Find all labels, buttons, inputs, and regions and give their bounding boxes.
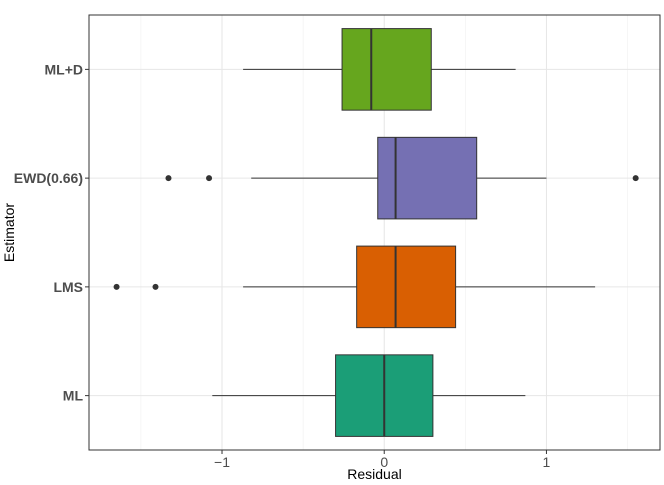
y-tick-label: LMS: [53, 279, 83, 295]
y-tick-label: ML: [63, 388, 84, 404]
box-series: [113, 28, 639, 437]
x-tick-label: 1: [543, 454, 551, 470]
box-lms: [113, 245, 596, 329]
box-iqr: [341, 28, 432, 111]
plot-border: [88, 14, 661, 451]
x-tick-label: −1: [214, 454, 230, 470]
box-iqr: [356, 245, 457, 329]
box-ml-d: [243, 28, 516, 111]
outlier-point: [206, 175, 213, 182]
y-axis-title: Estimator: [1, 203, 17, 262]
box-ewd-0-66-: [165, 136, 639, 220]
outlier-point: [152, 283, 159, 290]
outlier-point: [113, 283, 120, 290]
box-ml: [212, 354, 526, 437]
y-tick-label: EWD(0.66): [14, 170, 83, 186]
box-iqr: [377, 136, 478, 220]
outlier-point: [632, 175, 639, 182]
x-tick-label: 0: [380, 454, 388, 470]
y-tick-label: ML+D: [45, 61, 84, 77]
outlier-point: [165, 175, 172, 182]
x-axis: −1 0 1: [214, 450, 551, 470]
y-axis: ML LMS EWD(0.66) ML+D: [14, 61, 89, 404]
x-axis-title: Residual: [347, 466, 401, 482]
